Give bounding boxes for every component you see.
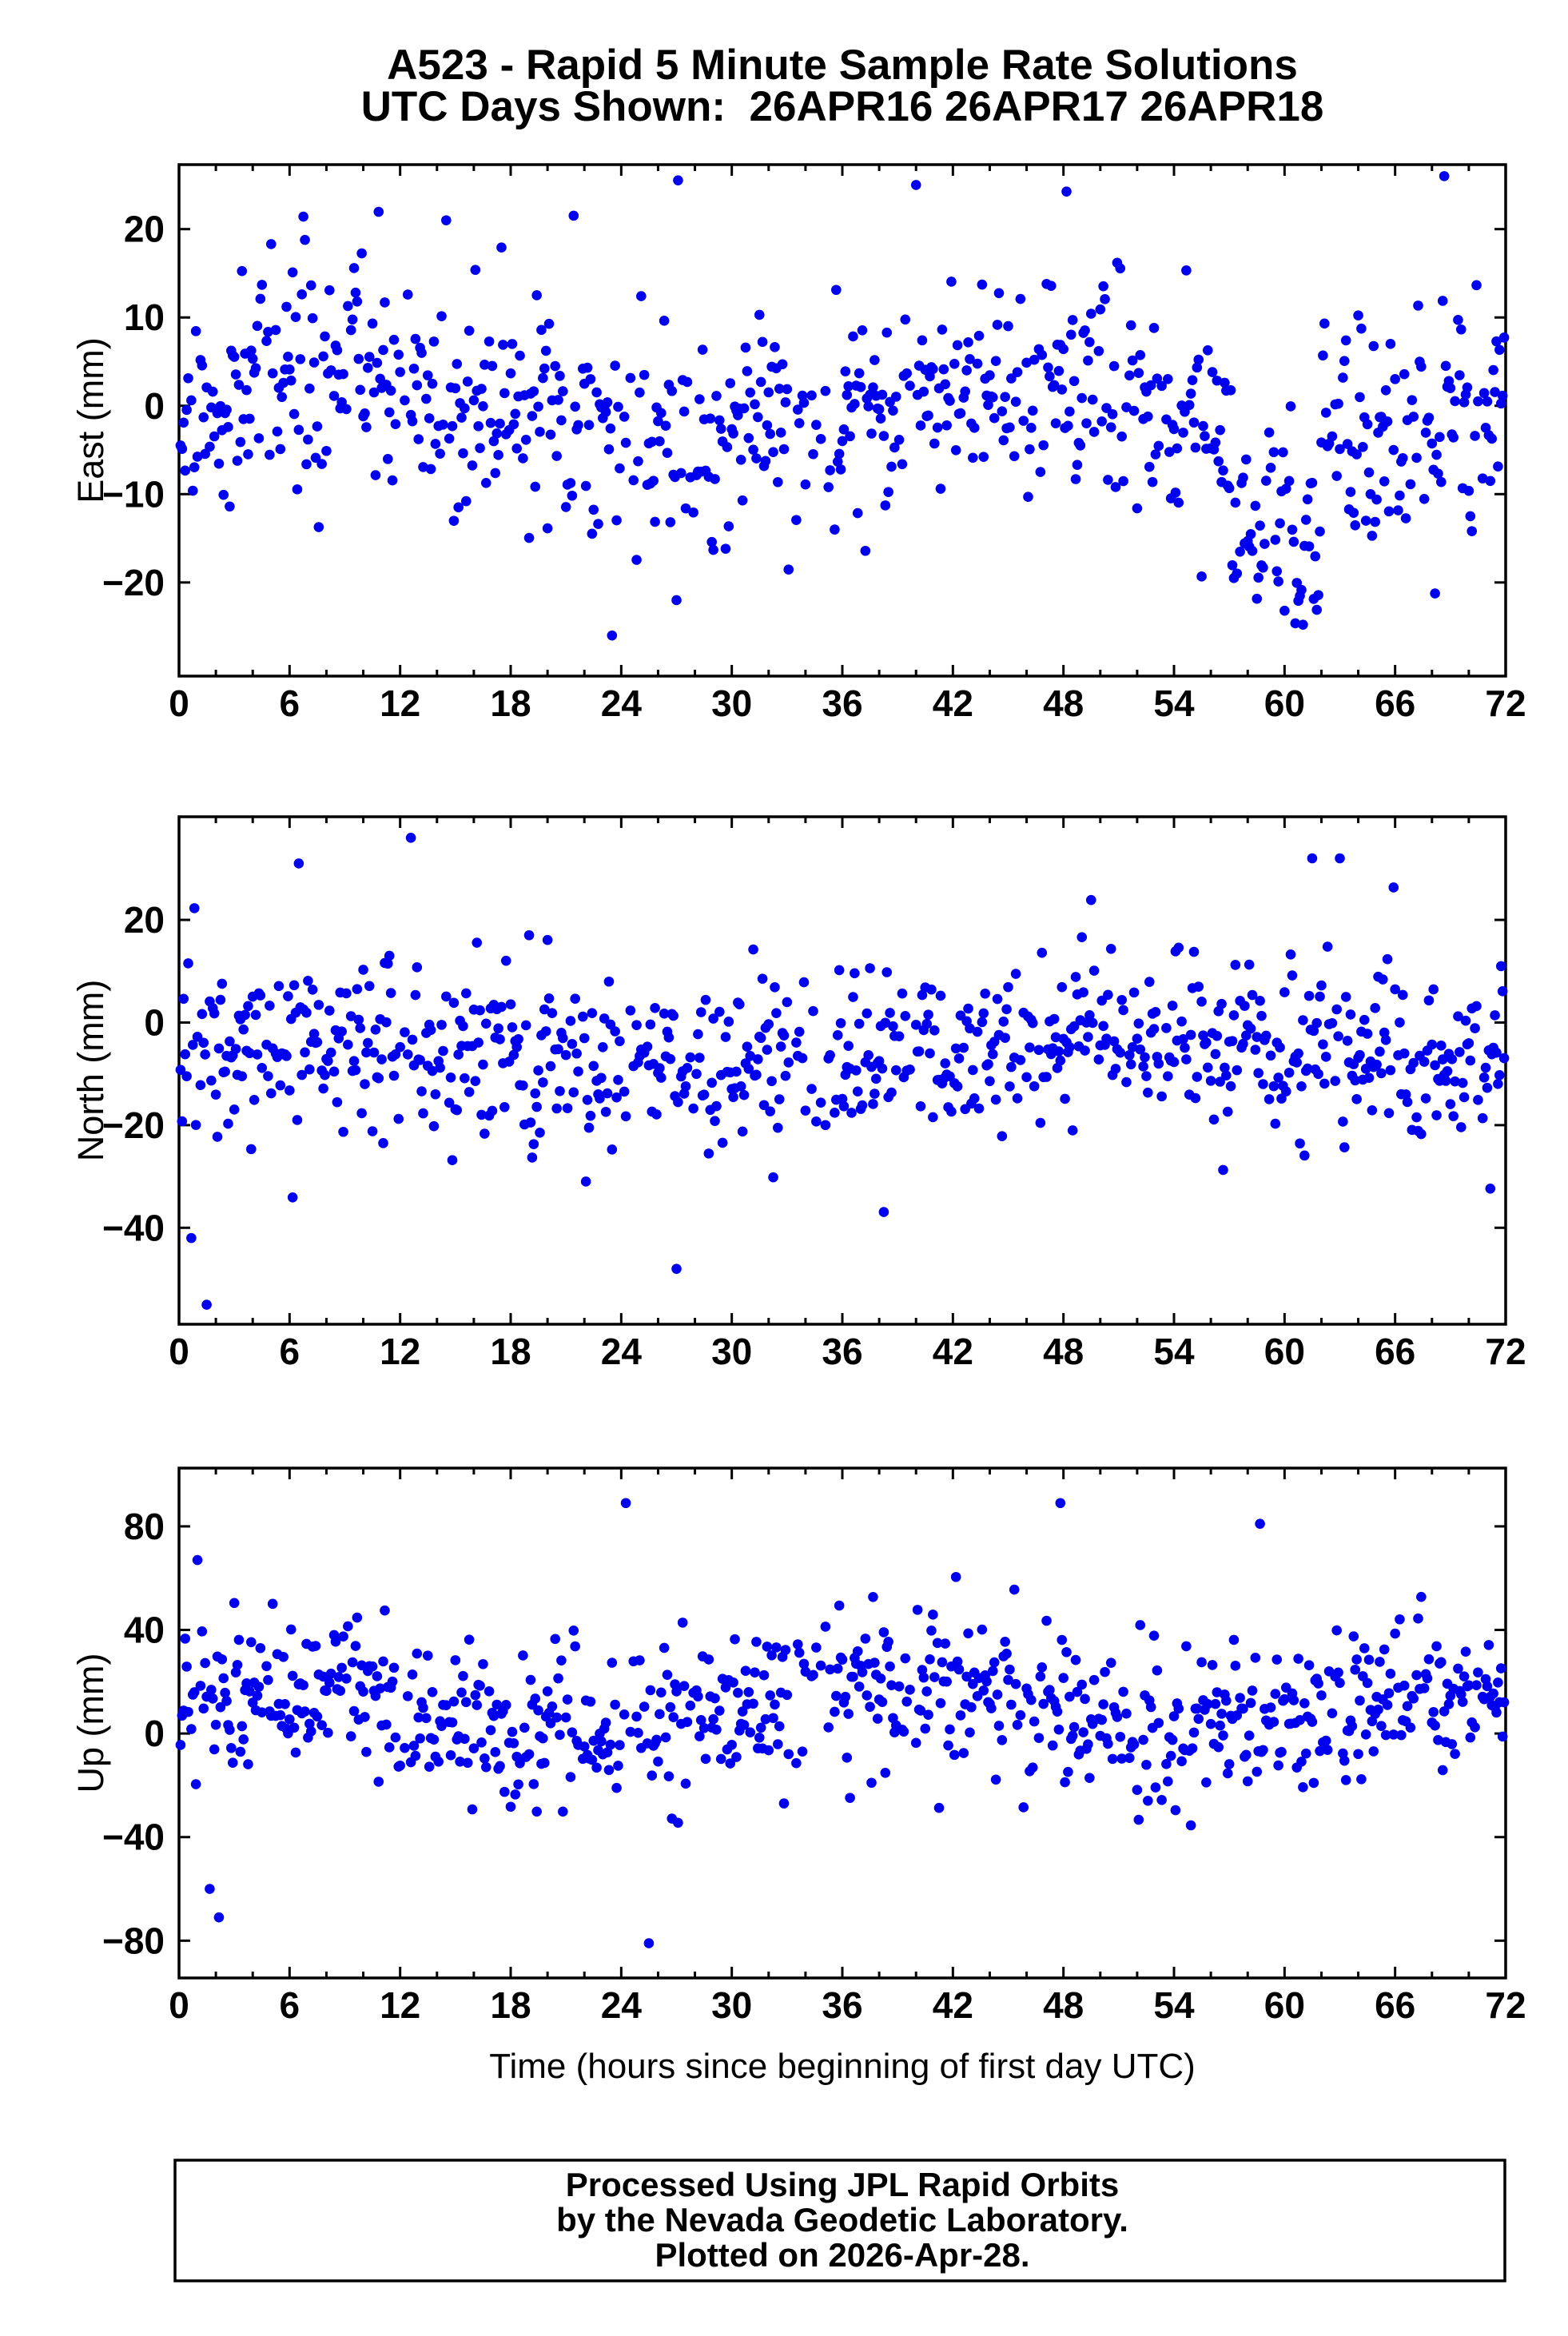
svg-text:by the Nevada Geodetic Laborat: by the Nevada Geodetic Laboratory. — [556, 2201, 1128, 2239]
svg-text:18: 18 — [490, 1984, 531, 2026]
svg-text:0: 0 — [169, 682, 189, 724]
svg-text:12: 12 — [380, 682, 420, 724]
svg-text:24: 24 — [601, 1984, 643, 2026]
svg-text:42: 42 — [933, 1984, 973, 2026]
svg-text:54: 54 — [1153, 1331, 1195, 1372]
svg-text:54: 54 — [1153, 682, 1195, 724]
svg-text:80: 80 — [124, 1506, 165, 1547]
svg-text:−20: −20 — [102, 1104, 165, 1146]
svg-text:66: 66 — [1375, 682, 1415, 724]
svg-text:36: 36 — [822, 1331, 862, 1372]
svg-text:24: 24 — [601, 1331, 643, 1372]
svg-text:42: 42 — [933, 1331, 973, 1372]
svg-text:48: 48 — [1043, 1331, 1084, 1372]
svg-text:18: 18 — [490, 1331, 531, 1372]
svg-text:60: 60 — [1264, 1331, 1305, 1372]
svg-text:East (mm): East (mm) — [70, 337, 111, 503]
svg-text:20: 20 — [124, 209, 165, 250]
svg-text:66: 66 — [1375, 1331, 1415, 1372]
svg-text:48: 48 — [1043, 1984, 1084, 2026]
svg-text:6: 6 — [280, 682, 300, 724]
svg-text:36: 36 — [822, 1984, 862, 2026]
svg-text:42: 42 — [933, 682, 973, 724]
svg-text:0: 0 — [169, 1331, 189, 1372]
svg-text:24: 24 — [601, 682, 643, 724]
svg-text:72: 72 — [1485, 682, 1526, 724]
svg-text:30: 30 — [711, 1331, 752, 1372]
svg-text:36: 36 — [822, 682, 862, 724]
svg-text:18: 18 — [490, 682, 531, 724]
svg-text:72: 72 — [1485, 1984, 1526, 2026]
svg-text:48: 48 — [1043, 682, 1084, 724]
svg-text:12: 12 — [380, 1331, 420, 1372]
svg-text:6: 6 — [280, 1331, 300, 1372]
svg-text:60: 60 — [1264, 1984, 1305, 2026]
svg-text:−80: −80 — [102, 1920, 165, 1961]
svg-text:North (mm): North (mm) — [70, 980, 111, 1161]
svg-text:20: 20 — [124, 899, 165, 941]
svg-text:−40: −40 — [102, 1817, 165, 1858]
svg-text:30: 30 — [711, 1984, 752, 2026]
svg-text:−20: −20 — [102, 562, 165, 603]
svg-text:66: 66 — [1375, 1984, 1415, 2026]
svg-text:Processed Using JPL Rapid Orbi: Processed Using JPL Rapid Orbits — [566, 2166, 1119, 2203]
svg-text:40: 40 — [124, 1610, 165, 1651]
svg-text:10: 10 — [124, 296, 165, 338]
svg-text:72: 72 — [1485, 1331, 1526, 1372]
svg-text:0: 0 — [144, 385, 165, 427]
svg-text:54: 54 — [1153, 1984, 1195, 2026]
svg-text:60: 60 — [1264, 682, 1305, 724]
svg-text:−10: −10 — [102, 473, 165, 515]
svg-text:Plotted on 2026-Apr-28.: Plotted on 2026-Apr-28. — [655, 2236, 1029, 2274]
svg-text:12: 12 — [380, 1984, 420, 2026]
svg-text:30: 30 — [711, 682, 752, 724]
svg-text:0: 0 — [169, 1984, 189, 2026]
svg-text:Time (hours since beginning of: Time (hours since beginning of first day… — [489, 2047, 1196, 2086]
svg-text:0: 0 — [144, 1001, 165, 1043]
svg-text:Up (mm): Up (mm) — [70, 1654, 111, 1793]
svg-text:0: 0 — [144, 1713, 165, 1754]
svg-text:A523 - Rapid 5 Minute Sample R: A523 - Rapid 5 Minute Sample Rate Soluti… — [387, 42, 1298, 89]
svg-text:6: 6 — [280, 1984, 300, 2026]
svg-text:UTC Days Shown: 26APR16 26APR: UTC Days Shown: 26APR16 26APR17 26APR18 — [361, 83, 1324, 130]
svg-text:−40: −40 — [102, 1207, 165, 1248]
